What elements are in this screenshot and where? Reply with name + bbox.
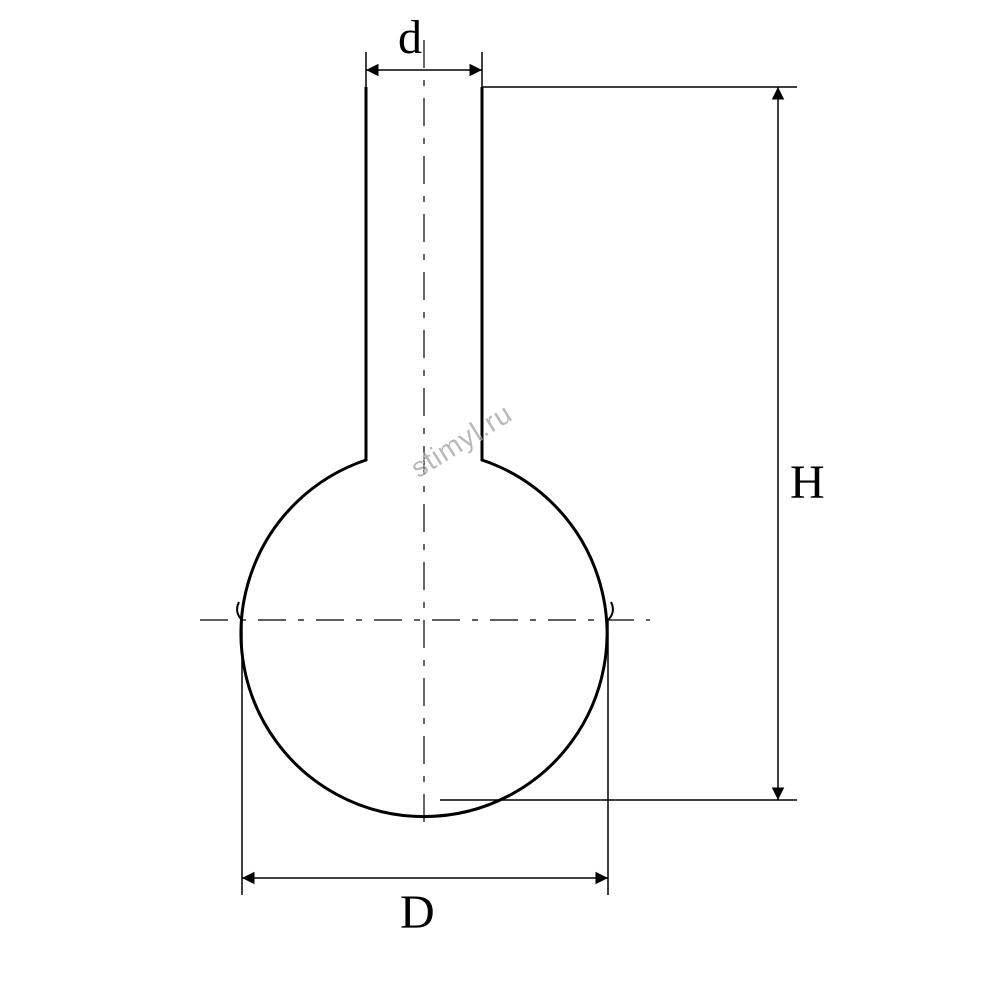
bulb-seam-right bbox=[608, 602, 613, 620]
label-D: D bbox=[400, 885, 435, 940]
flask-drawing bbox=[0, 0, 1000, 1000]
diagram-canvas: d D H stimyl.ru bbox=[0, 0, 1000, 1000]
label-d: d bbox=[398, 10, 422, 65]
label-H: H bbox=[790, 455, 825, 510]
